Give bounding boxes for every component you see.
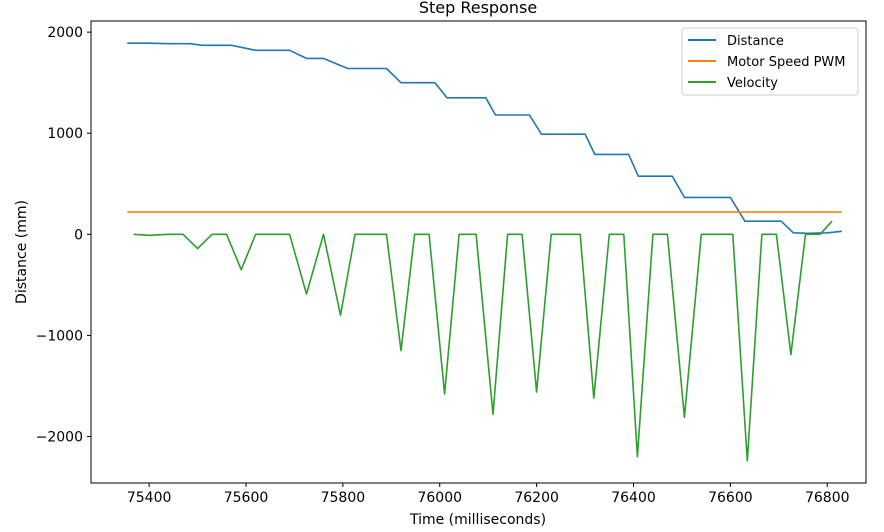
x-axis-label: Time (milliseconds) <box>409 512 546 528</box>
series-line-velocity <box>133 220 833 462</box>
legend-box <box>681 27 859 96</box>
plot-area <box>90 20 867 484</box>
series-line-distance <box>127 42 842 235</box>
x-tick-label: 76600 <box>708 490 753 506</box>
y-tick-label: 1000 <box>47 126 83 142</box>
x-tick-label: 76000 <box>417 490 462 506</box>
y-tick-label: 0 <box>74 227 83 243</box>
x-axis: 75400 75600 75800 76000 76200 76400 76600 76800 <box>127 483 850 506</box>
axes-frame <box>90 20 867 484</box>
legend-label: Velocity <box>727 76 778 91</box>
x-tick-label: 75400 <box>127 490 172 506</box>
legend-label: Motor Speed PWM <box>727 55 846 70</box>
legend: Distance Motor Speed PWM Velocity <box>681 27 859 96</box>
y-tick-label: −2000 <box>36 429 83 445</box>
y-axis-label: Distance (mm) <box>14 200 30 304</box>
x-tick-label: 75600 <box>224 490 269 506</box>
y-tick-label: −1000 <box>36 328 83 344</box>
chart-title: Step Response <box>419 0 537 17</box>
x-tick-label: 75800 <box>321 490 366 506</box>
legend-label: Distance <box>727 34 784 49</box>
x-tick-label: 76400 <box>611 490 656 506</box>
y-axis: −2000 −1000 0 1000 2000 <box>36 25 91 445</box>
x-tick-label: 76800 <box>805 490 850 506</box>
y-tick-label: 2000 <box>47 25 83 41</box>
x-tick-label: 76200 <box>514 490 559 506</box>
series-lines <box>127 42 842 462</box>
